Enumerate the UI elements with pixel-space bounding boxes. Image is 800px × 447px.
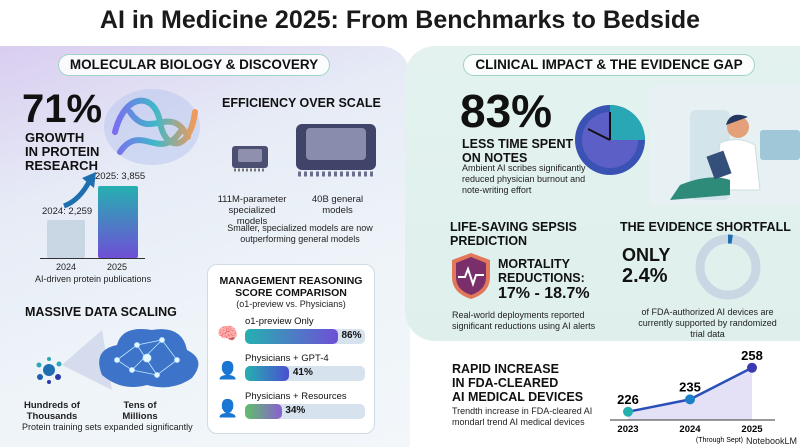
bar-year-2025: 2025 <box>107 262 128 272</box>
doctor-scene-illustration <box>575 85 800 205</box>
evidence-desc: of FDA-authorized AI devices are <box>641 307 774 317</box>
evidence-heading: THE EVIDENCE SHORTFALL <box>620 220 791 234</box>
data-scaling-caption: Protein training sets expanded significa… <box>22 422 193 432</box>
bar-2025 <box>98 186 138 258</box>
protein-structure-icon <box>104 89 200 165</box>
bar-baseline <box>40 258 145 259</box>
shield-heartbeat-icon <box>452 253 490 299</box>
physician-female-icon: 👤 <box>217 399 239 418</box>
data-point <box>623 406 633 417</box>
growth-arrow-icon <box>63 172 96 209</box>
notebooklm-watermark: NotebookLM <box>746 436 798 446</box>
data-scaling-heading: MASSIVE DATA SCALING <box>25 305 177 319</box>
physician-icon: 👤 <box>217 361 239 380</box>
reasoning-bar-value: 34% <box>285 405 306 416</box>
x-tick-label: 2025 <box>741 424 763 435</box>
reasoning-bar-fill <box>245 329 338 344</box>
bar-year-2024: 2024 <box>56 262 77 272</box>
small-dataset-dots-icon <box>36 357 62 384</box>
reasoning-bar-track: 41% <box>245 366 365 381</box>
from-scale-label: Hundreds of <box>24 400 80 411</box>
efficiency-caption: Smaller, specialized models are now <box>227 223 373 233</box>
evidence-donut <box>695 234 761 300</box>
brain-icon: 🧠 <box>217 324 239 343</box>
data-point <box>747 362 757 373</box>
reasoning-bar-track: 86% <box>245 329 365 344</box>
reasoning-subtitle: (o1-preview vs. Physicians) <box>236 299 346 309</box>
large-model-label: 40B general <box>311 194 364 205</box>
bar-2024 <box>47 220 85 258</box>
evidence-value: 2.4% <box>622 265 668 287</box>
data-label: 226 <box>617 392 639 407</box>
data-label: 235 <box>679 379 701 394</box>
large-chip-icon <box>296 124 376 177</box>
sepsis-desc: Real-world deployments reported <box>452 310 585 320</box>
notes-label: LESS TIME SPENT <box>462 137 574 151</box>
reasoning-row-label: o1-preview Only <box>245 316 314 327</box>
small-chip-icon <box>232 146 268 172</box>
notes-desc: Ambient AI scribes significantly <box>462 163 586 173</box>
efficiency-heading: EFFICIENCY OVER SCALE <box>222 96 381 110</box>
reasoning-bar-track: 34% <box>245 404 365 419</box>
page-title: AI in Medicine 2025: From Benchmarks to … <box>99 6 701 34</box>
to-scale-label: Tens of <box>123 400 157 411</box>
sepsis-heading: LIFE-SAVING SEPSIS <box>450 220 577 234</box>
bar-label-2025: 2025: 3,855 <box>95 171 146 182</box>
evidence-only: ONLY <box>622 245 671 265</box>
evidence-donut-fill <box>695 234 761 300</box>
fda-desc: Trendth increase in FDA-cleared AI <box>452 406 593 416</box>
reasoning-heading: MANAGEMENT REASONING <box>219 275 363 287</box>
reasoning-bar-value: 86% <box>341 330 362 341</box>
growth-value: 71% <box>22 87 103 131</box>
reasoning-bar-value: 41% <box>292 367 313 378</box>
fda-line-chart: 226 2023 235 2024 258 2025 (Through Sept) <box>610 348 775 444</box>
section-label-clinical: CLINICAL IMPACT & THE EVIDENCE GAP <box>463 54 755 76</box>
data-label: 258 <box>741 348 763 363</box>
data-point <box>685 394 695 405</box>
x-tick-label: 2024 <box>679 424 701 435</box>
sepsis-label: MORTALITY <box>498 257 570 271</box>
reasoning-row-label: Physicians + GPT-4 <box>245 353 329 364</box>
x-tick-note: (Through Sept) <box>696 437 743 444</box>
bar-label-2024: 2024: 2,259 <box>42 206 93 217</box>
publications-caption: AI-driven protein publications <box>35 274 152 284</box>
fda-heading: RAPID INCREASE <box>452 362 559 376</box>
line-area <box>628 367 752 420</box>
notes-value: 83% <box>460 85 553 137</box>
x-tick-label: 2023 <box>617 424 638 435</box>
sepsis-value: 17% - 18.7% <box>498 285 590 302</box>
small-model-label: 111M-parameter <box>217 194 287 205</box>
network-cloud-icon <box>62 329 199 390</box>
reasoning-bar-fill <box>245 366 290 381</box>
reasoning-bar-fill <box>245 404 282 419</box>
reasoning-row-label: Physicians + Resources <box>245 391 347 402</box>
section-label-molecular: MOLECULAR BIOLOGY & DISCOVERY <box>58 54 330 76</box>
growth-label: GROWTH IN PROTEIN RESEARCH <box>25 130 100 173</box>
